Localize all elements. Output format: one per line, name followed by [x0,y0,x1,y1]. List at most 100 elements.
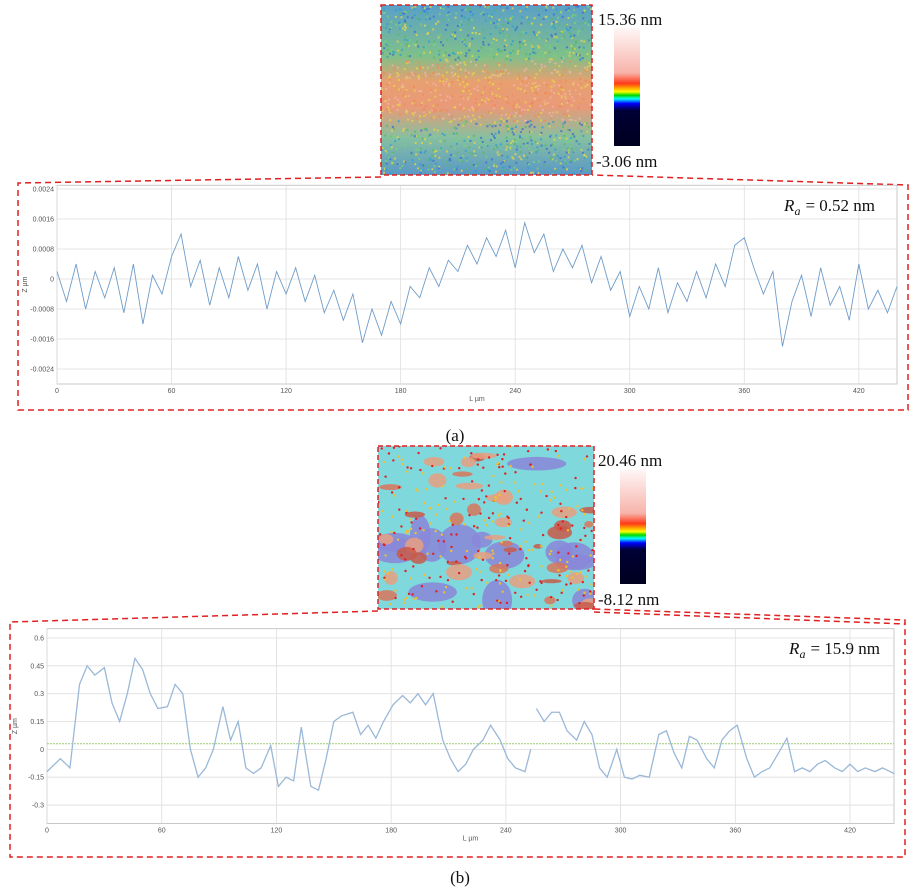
texture [486,581,489,584]
texture [420,90,423,93]
texture [512,130,515,133]
texture [501,590,504,593]
texture [437,167,440,170]
texture [583,512,586,516]
texture [512,105,515,108]
texture [552,54,555,57]
texture [536,149,539,152]
texture [586,83,589,86]
texture [529,136,532,139]
texture [397,88,400,91]
texture [532,31,535,34]
texture [567,29,570,32]
texture [393,69,396,72]
texture [548,92,551,95]
texture [570,119,573,122]
texture [543,164,546,167]
texture [425,8,428,11]
texture [491,100,494,103]
texture [397,486,401,489]
texture [445,58,448,61]
texture [456,79,459,82]
texture [399,43,402,46]
texture [541,533,545,537]
texture [421,66,424,69]
texture [583,526,586,530]
texture [408,61,411,64]
surface-map [378,446,594,609]
texture [578,601,581,605]
ra-value: = 15.9 nm [810,639,880,658]
texture [462,497,465,501]
texture [477,79,480,82]
texture [456,165,459,168]
texture [572,134,575,137]
texture [565,574,568,578]
texture [483,501,486,504]
texture [398,8,401,11]
texture [438,50,441,53]
texture [559,558,562,562]
texture [378,533,382,536]
texture [487,516,491,520]
texture [570,34,573,37]
texture [447,84,450,87]
texture [410,521,413,524]
texture [519,88,522,91]
texture [424,138,427,141]
texture [428,507,432,510]
texture [417,135,420,138]
texture [479,123,482,126]
texture [403,19,406,22]
texture [496,73,499,76]
texture [566,147,569,150]
map-frame [377,445,595,610]
texture [403,12,406,15]
texture [495,170,498,173]
texture [574,119,577,122]
texture [582,17,585,20]
texture [400,553,403,557]
texture [587,57,590,60]
texture [580,39,583,42]
texture [386,83,389,86]
texture [506,101,509,104]
texture [528,76,531,79]
texture [475,58,478,61]
texture [383,171,386,174]
texture [514,143,517,146]
texture [583,591,586,594]
texture [382,460,386,464]
texture [579,571,582,574]
texture [448,159,451,162]
texture [506,28,509,31]
texture [498,561,502,565]
texture [575,122,578,125]
texture [411,112,414,115]
texture [417,133,420,136]
texture [387,106,390,109]
texture [554,27,557,30]
texture [399,53,402,56]
texture [426,552,429,555]
texture [495,121,498,124]
texture [489,88,492,91]
texture [498,18,501,21]
texture [540,581,543,585]
texture [381,130,384,133]
texture [406,40,409,43]
texture [413,8,416,11]
texture [558,136,561,139]
texture [423,164,426,167]
texture [502,119,505,122]
texture [543,81,546,84]
texture [406,128,409,131]
texture [490,75,493,78]
texture [390,146,393,149]
texture [587,127,590,130]
texture [398,138,401,141]
texture [451,95,454,98]
texture [571,524,574,527]
texture [457,136,460,139]
texture [492,135,495,138]
